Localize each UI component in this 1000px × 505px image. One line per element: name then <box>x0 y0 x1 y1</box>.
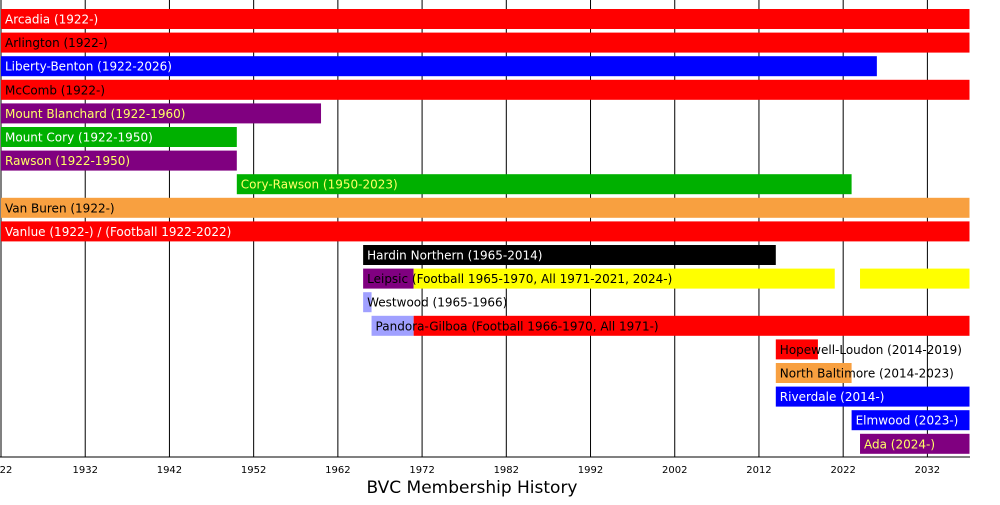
segment <box>363 268 414 289</box>
row-label: Cory-Rawson (1950-2023) <box>241 178 398 192</box>
x-tick-label: 1952 <box>241 465 266 476</box>
segment <box>371 315 414 336</box>
x-tick-label: 22 <box>0 465 12 476</box>
row-label: North Baltimore (2014-2023) <box>780 367 954 381</box>
segment <box>775 339 818 360</box>
x-tick-label: 2032 <box>915 465 940 476</box>
row-label: Hardin Northern (1965-2014) <box>367 249 542 263</box>
segment <box>363 245 776 265</box>
row-label: Rawson (1922-1950) <box>5 154 130 168</box>
row-label: Van Buren (1922-) <box>5 201 115 215</box>
x-tick-label: 1932 <box>72 465 97 476</box>
segment <box>1 221 970 242</box>
segment <box>413 315 970 336</box>
row-label: Pandora-Gilboa (Football 1966-1970, All … <box>376 319 659 333</box>
segment <box>1 127 237 147</box>
labels: 22 1932 1942 1952 1962 1972 1982 1992 2002 2012 20… <box>0 13 962 477</box>
x-tick-label: 1962 <box>325 465 350 476</box>
bars <box>1 9 970 454</box>
segment <box>860 268 970 289</box>
segment <box>775 386 970 407</box>
segment <box>1 197 970 218</box>
row-label: Arlington (1922-) <box>5 36 108 50</box>
x-tick-label: 1992 <box>578 465 603 476</box>
segment <box>1 32 970 53</box>
segment <box>1 9 970 29</box>
row-label: Elmwood (2023-) <box>856 414 959 428</box>
segment <box>1 103 322 124</box>
row-label: Mount Cory (1922-1950) <box>5 131 153 145</box>
row-label: Vanlue (1922-) / (Football 1922-2022) <box>5 225 231 239</box>
x-tick-label: 1972 <box>409 465 434 476</box>
row-label: Westwood (1965-1966) <box>367 296 507 310</box>
segment <box>1 150 237 171</box>
segment <box>851 410 970 431</box>
x-tick-label: 2002 <box>662 465 687 476</box>
segment <box>775 363 852 383</box>
segment <box>363 292 372 313</box>
row-label: Ada (2024-) <box>864 437 935 451</box>
segment <box>413 268 835 289</box>
row-label: Mount Blanchard (1922-1960) <box>5 107 185 121</box>
chart-title: BVC Membership History <box>367 478 578 498</box>
x-tick-label: 1942 <box>157 465 182 476</box>
segment <box>236 174 852 195</box>
row-label: McComb (1922-) <box>5 83 105 97</box>
x-tick-label: 1982 <box>494 465 519 476</box>
x-tick-label: 2022 <box>830 465 855 476</box>
segment <box>1 79 970 100</box>
segment <box>860 433 970 454</box>
row-label: Leipsic (Football 1965-1970, All 1971-20… <box>367 272 672 286</box>
row-label: Arcadia (1922-) <box>5 13 98 27</box>
segment <box>1 56 877 77</box>
x-tick-label: 2012 <box>746 465 771 476</box>
row-label: Riverdale (2014-) <box>780 390 885 404</box>
row-label: Liberty-Benton (1922-2026) <box>5 60 172 74</box>
row-label: Hopewell-Loudon (2014-2019) <box>780 343 962 357</box>
